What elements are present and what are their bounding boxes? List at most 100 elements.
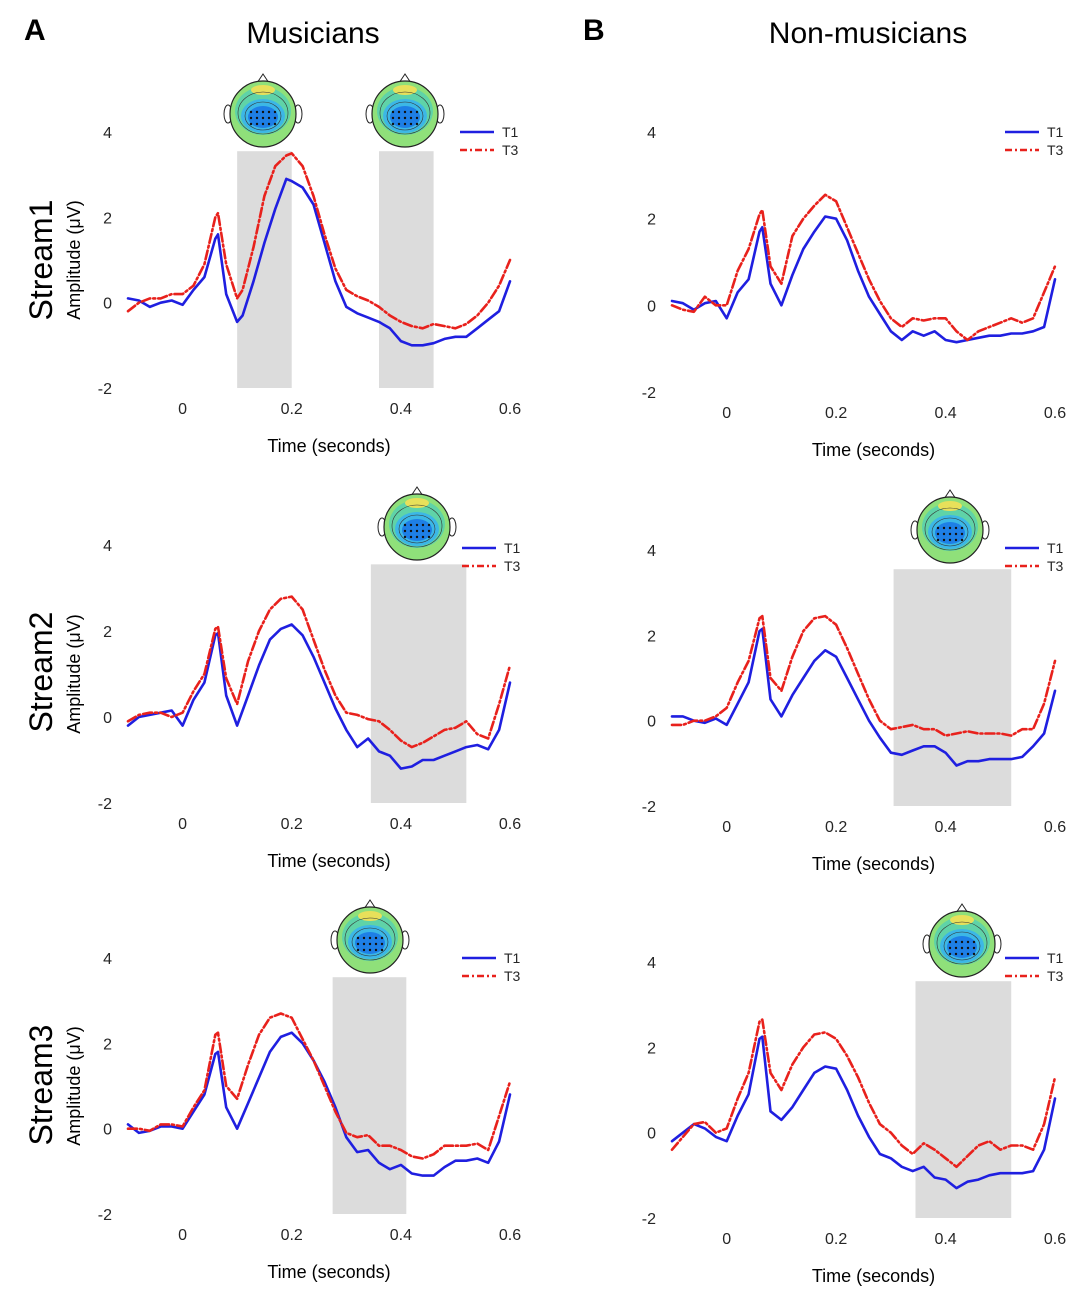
musicians-stream3-topomap-0-electrode xyxy=(356,948,360,952)
row-label-stream2: Stream2 xyxy=(23,612,59,733)
musicians-stream3-topomap-0-warm-spot xyxy=(358,911,382,921)
musicians-stream3-topomap-0-electrode xyxy=(374,948,378,952)
musicians-stream1-topomap-1-electrode xyxy=(403,122,407,126)
nonmusicians-stream3-legend-label-t1: T1 xyxy=(1047,950,1064,966)
nonmusicians-stream2-ytick-label: 0 xyxy=(647,714,656,731)
nonmusicians-stream2-topomap-0-warm-spot xyxy=(938,501,962,511)
nonmusicians-stream2-plot: -2 0 2 4 0 0.2 0.4 0.6 Time (seconds) T1 T3 xyxy=(642,489,1066,874)
nonmusicians-stream2-topomap-0-electrode xyxy=(936,526,940,530)
musicians-stream2-topomap-0-warm-spot xyxy=(405,498,429,508)
musicians-stream3-topomap-0-contour-1 xyxy=(344,917,396,961)
musicians-stream1-topomap-1-electrode xyxy=(409,110,413,114)
musicians-stream1-legend-label-t3: T3 xyxy=(502,142,519,158)
nonmusicians-stream1-ytick-label: 2 xyxy=(647,212,656,229)
musicians-stream3-ytick-label: 2 xyxy=(103,1036,112,1053)
musicians-stream3-ylabel: Amplitude (μV) xyxy=(64,1026,84,1145)
nonmusicians-stream1-legend-label-t3: T3 xyxy=(1047,142,1064,158)
musicians-stream2-topomap-0-electrode xyxy=(415,529,419,533)
nonmusicians-stream3-topomap-0-electrode xyxy=(966,952,970,956)
nonmusicians-stream3-topomap-0-electrode xyxy=(972,946,976,950)
musicians-stream3-topomap-0-electrode xyxy=(374,936,378,940)
musicians-stream3-topomap-0-electrode xyxy=(380,942,384,946)
musicians-stream1-topomap-0-electrode xyxy=(255,122,259,126)
nonmusicians-stream2-topomap-0-contour-2 xyxy=(931,517,969,547)
musicians-stream2-topomap-0-contour-1 xyxy=(391,504,443,548)
nonmusicians-stream2-topomap-0-electrode xyxy=(954,532,958,536)
column-title-non-musicians: Non-musicians xyxy=(769,17,967,50)
nonmusicians-stream2-topomap-0-electrode xyxy=(954,538,958,542)
musicians-stream1-topomap-1-electrode xyxy=(403,116,407,120)
musicians-stream1-topomap-0-electrode xyxy=(261,122,265,126)
nonmusicians-stream3-topomap-0-contour-2 xyxy=(943,931,981,961)
musicians-stream2-xtick-label: 0.6 xyxy=(499,816,521,833)
musicians-stream1-topomap-0-warm-spot xyxy=(251,85,275,95)
nonmusicians-stream3-series-t3 xyxy=(670,1018,1057,1169)
charts-container: -2 0 2 4 0 0.2 0.4 0.6 Time (seconds) Amplitude (… xyxy=(64,73,1066,1286)
nonmusicians-stream1-xtick-label: 0.2 xyxy=(825,405,847,422)
nonmusicians-stream3-topomap-0-electrode xyxy=(960,940,964,944)
nonmusicians-stream3-xtick-label: 0.4 xyxy=(934,1231,956,1248)
musicians-stream3-topomap-0-electrode xyxy=(368,942,372,946)
nonmusicians-stream3-legend-label-t3: T3 xyxy=(1047,968,1064,984)
nonmusicians-stream2-topomap-0-electrode xyxy=(948,538,952,542)
row-label-stream1: Stream1 xyxy=(23,200,59,321)
musicians-stream2-series-t3 xyxy=(126,595,512,749)
musicians-stream3-topomap-0-electrode xyxy=(374,942,378,946)
nonmusicians-stream3-topomap-0-electrode xyxy=(954,940,958,944)
musicians-stream3-topomap-0-electrode xyxy=(380,936,384,940)
nonmusicians-stream2-topomap-0-contour-1 xyxy=(924,507,976,551)
musicians-stream2-xtick-label: 0 xyxy=(178,816,187,833)
musicians-stream3-ytick-label: 0 xyxy=(103,1122,112,1139)
musicians-stream2-topomap-0-electrode xyxy=(409,535,413,539)
musicians-stream2-topomap-0-electrode xyxy=(427,523,431,527)
musicians-stream1-topomap-1-electrode xyxy=(415,116,419,120)
nonmusicians-stream3-ytick-label: -2 xyxy=(642,1211,656,1228)
nonmusicians-stream3-series-t1 xyxy=(670,1035,1057,1190)
musicians-stream1-topomap-1-electrode xyxy=(391,110,395,114)
musicians-stream2-topomap-0-contour-2 xyxy=(398,514,436,544)
nonmusicians-stream3-topomap-0-warm-spot xyxy=(950,915,974,925)
nonmusicians-stream2-legend-label-t3: T3 xyxy=(1047,558,1064,574)
musicians-stream1-topomap-0-electrode xyxy=(261,110,265,114)
musicians-stream2-topomap-0-electrode xyxy=(421,529,425,533)
nonmusicians-stream2-topomap-0-electrode xyxy=(960,526,964,530)
nonmusicians-stream2-topomap-0-electrode xyxy=(960,532,964,536)
nonmusicians-stream3-plot: -2 0 2 4 0 0.2 0.4 0.6 Time (seconds) T1 T3 xyxy=(642,903,1066,1286)
nonmusicians-stream2-xtick-label: 0.6 xyxy=(1044,819,1066,836)
musicians-stream3-series-t1 xyxy=(126,1031,512,1177)
musicians-stream3-topomap-0-electrode xyxy=(368,948,372,952)
musicians-stream1-topomap-1-electrode xyxy=(409,116,413,120)
musicians-stream3-xtick-label: 0.4 xyxy=(390,1227,412,1244)
nonmusicians-stream3-topomap-0-contour-1 xyxy=(936,921,988,965)
musicians-stream2-ytick-label: -2 xyxy=(98,796,112,813)
musicians-stream1-xtick-label: 0 xyxy=(178,401,187,418)
nonmusicians-stream2-topomap-0-electrode xyxy=(948,526,952,530)
musicians-stream1-plot: -2 0 2 4 0 0.2 0.4 0.6 Time (seconds) Amplitude (… xyxy=(64,73,521,456)
musicians-stream1-topomap-0-electrode xyxy=(267,116,271,120)
nonmusicians-stream3-topomap-0-electrode xyxy=(966,946,970,950)
nonmusicians-stream3-ytick-label: 2 xyxy=(647,1040,656,1057)
musicians-stream2-topomap-0-electrode xyxy=(427,529,431,533)
musicians-stream3-xtick-label: 0.6 xyxy=(499,1227,521,1244)
nonmusicians-stream3-topomap-0-electrode xyxy=(948,946,952,950)
nonmusicians-stream2-topomap-0-electrode xyxy=(948,532,952,536)
nonmusicians-stream2-topomap-0-electrode xyxy=(954,526,958,530)
musicians-stream2-ytick-label: 2 xyxy=(103,624,112,641)
musicians-stream1-ytick-label: 4 xyxy=(103,125,112,142)
nonmusicians-stream2-topomap-0-electrode xyxy=(942,526,946,530)
nonmusicians-stream3-xtick-label: 0 xyxy=(722,1231,731,1248)
musicians-stream1-topomap-0-contour-1 xyxy=(237,91,289,135)
musicians-stream3-topomap-0-electrode xyxy=(356,936,360,940)
musicians-stream3-topomap-0-electrode xyxy=(356,942,360,946)
musicians-stream1-topomap-0-electrode xyxy=(267,110,271,114)
musicians-stream2-series-t1 xyxy=(126,623,512,770)
musicians-stream1-topomap-0-electrode xyxy=(249,110,253,114)
nonmusicians-stream1-xtick-label: 0.6 xyxy=(1044,405,1066,422)
musicians-stream3-topomap-0-electrode xyxy=(362,942,366,946)
nonmusicians-stream3-topomap-0-electrode xyxy=(954,952,958,956)
nonmusicians-stream1-ytick-label: -2 xyxy=(642,385,656,402)
nonmusicians-stream2-ytick-label: 2 xyxy=(647,628,656,645)
musicians-stream2-topomap-0-electrode xyxy=(403,523,407,527)
musicians-stream1-topomap-1-electrode xyxy=(391,116,395,120)
